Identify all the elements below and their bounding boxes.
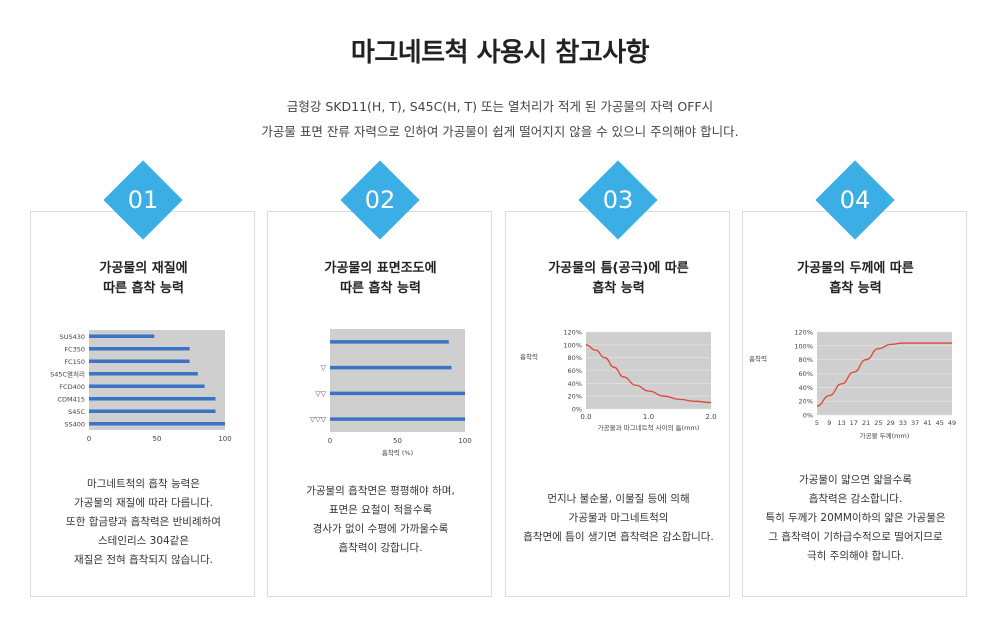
gap-line-chart: 120% 100% 80% 60% 40% 20% 0%0.0 1.0 2.0 가공물과 마그네트…: [520, 329, 717, 433]
x-tick-label: 37: [911, 419, 919, 427]
y-tick-label: 20%: [799, 398, 813, 406]
y-tick-label: 120%: [563, 329, 582, 337]
card-title: 가공물의 두께에 따른 흡착 능력: [797, 261, 914, 296]
x-tick-label: 0: [328, 437, 332, 445]
x-tick-label: 21: [862, 419, 870, 427]
plot-area: [330, 329, 465, 432]
y-tick-label: 40%: [799, 384, 813, 392]
category-label: FCD400: [59, 383, 85, 391]
x-tick-label: 1.0: [643, 413, 654, 421]
x-tick-label: 100: [458, 437, 471, 445]
card-title: 가공물의 재질에 따른 흡착 능력: [99, 261, 188, 296]
y-tick-label: 80%: [568, 354, 582, 362]
card-surface: 02 가공물의 표면조도에 따른 흡착 능력 ▽ ▽▽ ▽▽▽ 0 50 100 흡착력 (%…: [267, 160, 492, 597]
bar: [330, 340, 449, 344]
bar: [330, 391, 465, 396]
x-tick-label: 100: [218, 435, 231, 443]
y-tick-label: 100%: [794, 342, 813, 350]
x-tick-label: 45: [936, 419, 944, 427]
card-description: 마그네트척의 흡착 능력은 가공물의 재질에 따라 다릅니다. 또한 합금량과 흡착…: [66, 478, 221, 566]
card-title: 가공물의 틈(공극)에 따른 흡착 능력: [548, 261, 689, 296]
card-description: 가공물의 흡착면은 평평해야 하며, 표면은 요철이 적을수록 경사가 없이 수평에…: [306, 485, 455, 554]
bar: [89, 397, 216, 401]
card-description: 먼지나 불순물, 이물질 등에 의해 가공물과 마그네트척의 흡착면에 틈이 생기면…: [523, 493, 714, 543]
bar: [330, 365, 452, 370]
intro-line-1: 금형강 SKD11(H, T), S45C(H, T) 또는 열처리가 적게 된…: [286, 99, 714, 114]
bar: [89, 409, 216, 413]
page-title: 마그네트척 사용시 참고사항: [350, 38, 650, 68]
badge-number: 03: [602, 186, 634, 214]
x-tick-label: 5: [815, 419, 819, 427]
badge-number: 01: [127, 186, 159, 214]
x-tick-label: 49: [948, 419, 956, 427]
bar: [89, 334, 155, 338]
x-tick-label: 50: [153, 435, 162, 443]
x-tick-label: 50: [393, 437, 402, 445]
badge-number: 02: [364, 186, 396, 214]
y-axis-label: 흡착력: [749, 354, 767, 363]
x-tick-label: 9: [827, 419, 831, 427]
series-line: [585, 344, 712, 404]
x-axis-label: 가공물과 마그네트척 사이의 틈(mm): [598, 423, 700, 432]
x-axis-label: 흡착력 (%): [382, 448, 413, 457]
thickness-line-chart: 120% 100% 80% 60% 40% 20% 0%5 9 13 17 21 25 29 33 37 41…: [749, 329, 956, 441]
category-label: SUS430: [60, 333, 85, 341]
bar: [89, 359, 190, 363]
bar: [89, 422, 225, 426]
x-tick-label: 25: [874, 419, 882, 427]
x-tick-label: 33: [899, 419, 907, 427]
x-tick-label: 41: [923, 419, 931, 427]
y-tick-label: 120%: [794, 329, 813, 337]
material-bar-chart: SUS430 FC350 FC150 S45C열처리 FCD400 CDM415 S45C S…: [50, 330, 232, 443]
bar: [89, 347, 190, 351]
y-tick-label: 100%: [563, 341, 582, 349]
intro-line-2: 가공물 표면 잔류 자력으로 인하여 가공물이 쉽게 떨어지지 않을 수 있으니…: [261, 124, 739, 139]
x-axis-label: 가공물 두께(mm): [860, 431, 910, 440]
badge-number: 04: [839, 186, 871, 214]
card-thickness: 04 가공물의 두께에 따른 흡착 능력 120% 100% 80% 60% 40% 20%…: [742, 160, 967, 597]
y-tick-label: 0%: [572, 406, 582, 414]
series-line: [816, 342, 952, 407]
x-tick-label: 0: [87, 435, 91, 443]
bar: [330, 417, 465, 421]
y-tick-label: 60%: [568, 367, 582, 375]
card-title: 가공물의 표면조도에 따른 흡착 능력: [324, 261, 437, 296]
x-tick-label: 17: [850, 419, 858, 427]
y-tick-label: 60%: [799, 370, 813, 378]
category-label: S45C: [68, 408, 85, 416]
y-tick-label: 0%: [803, 412, 813, 420]
x-tick-label: 29: [886, 419, 894, 427]
y-tick-label: 20%: [568, 393, 582, 401]
y-axis-label: 흡착력: [520, 352, 538, 361]
category-label: FC150: [64, 358, 85, 366]
x-tick-label: 2.0: [705, 413, 716, 421]
category-label: FC350: [64, 345, 85, 353]
plot-area: [89, 330, 225, 430]
x-tick-label: 13: [837, 419, 845, 427]
y-tick-label: 40%: [568, 380, 582, 388]
card-material: 01 가공물의 재질에 따른 흡착 능력 SUS430 FC350 FC150 S45C…: [30, 160, 255, 597]
bar: [89, 372, 198, 376]
card-gap: 03 가공물의 틈(공극)에 따른 흡착 능력 120% 100% 80% 60% 40%…: [505, 160, 730, 597]
category-label: SS400: [64, 420, 85, 428]
category-label: ▽▽: [315, 390, 326, 398]
y-tick-label: 80%: [799, 356, 813, 364]
category-label: ▽▽▽: [310, 416, 327, 424]
bar: [89, 384, 205, 388]
category-label: ▽: [321, 364, 327, 372]
x-tick-label: 0.0: [580, 413, 591, 421]
card-description: 가공물이 얇으면 얇을수록 흡착력은 감소합니다. 특히 두께가 20MM이하의 얇…: [765, 474, 946, 562]
category-label: S45C열처리: [50, 369, 85, 378]
category-label: CDM415: [57, 395, 85, 403]
